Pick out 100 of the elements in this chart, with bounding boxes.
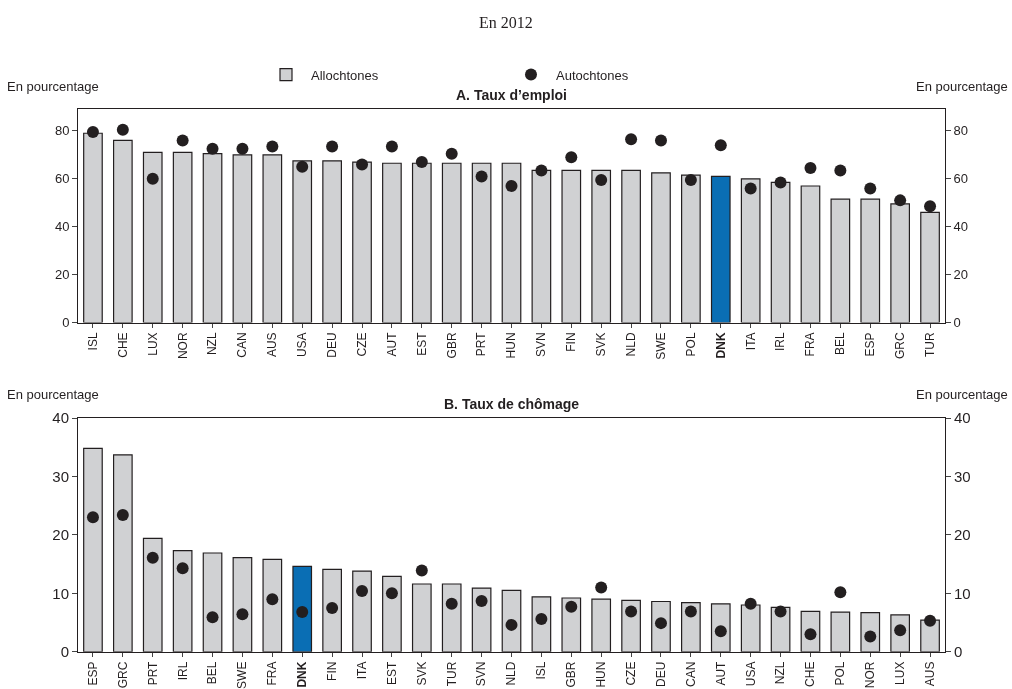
point [714, 139, 727, 152]
x-tick-label: TUR [922, 332, 937, 358]
x-tick-label: SVK [594, 332, 609, 357]
y2-tick-label: 0 [953, 315, 961, 331]
x-tick-label: FRA [265, 661, 280, 686]
y-tick-label: 20 [54, 267, 70, 283]
point [834, 164, 847, 177]
y2-tick-label: 80 [953, 123, 969, 139]
y2-tick-label: 10 [954, 584, 971, 602]
x-tick-label: NLD [504, 661, 519, 686]
y2-tick-label: 30 [954, 467, 971, 485]
x-tick-label: IRL [773, 332, 788, 352]
point [176, 562, 189, 575]
y-tick-label: 80 [54, 123, 70, 139]
x-tick-label: CHE [115, 332, 130, 358]
y2-axis-title: En pourcentage [916, 387, 1008, 402]
x-tick-label: ESP [863, 332, 878, 357]
point [146, 551, 159, 564]
point [834, 586, 847, 599]
x-tick-label: EST [384, 660, 399, 685]
point [924, 614, 937, 627]
x-tick-label: DEU [653, 661, 668, 687]
y2-tick-label: 40 [954, 409, 971, 427]
point [924, 200, 937, 213]
point [266, 140, 279, 153]
x-tick-label: AUT [713, 660, 728, 686]
x-tick-label: TUR [444, 661, 459, 687]
x-tick-label: FIN [325, 661, 340, 681]
x-tick-label: POL [833, 661, 848, 686]
point [565, 600, 578, 613]
chart-subtitle: En 2012 [479, 14, 533, 31]
point [505, 618, 518, 631]
x-tick-label: FIN [564, 332, 579, 352]
point [565, 151, 578, 164]
point [774, 605, 787, 618]
x-tick-label: ITA [354, 661, 369, 680]
point [445, 147, 458, 160]
x-tick-label: CHE [803, 661, 818, 687]
point [385, 140, 398, 153]
y-tick-label: 40 [52, 409, 69, 427]
point [684, 605, 697, 618]
y2-tick-label: 0 [954, 643, 963, 661]
x-tick-label: PRT [145, 660, 160, 686]
y-axis-title: En pourcentage [7, 387, 99, 402]
point [415, 564, 428, 577]
x-tick-label: ITA [743, 332, 758, 351]
chart-title: B. Taux de chômage [444, 396, 580, 412]
x-tick-label: USA [743, 661, 758, 687]
y2-axis-title: En pourcentage [916, 79, 1008, 94]
y-tick-label: 0 [60, 643, 69, 661]
x-tick-label: NLD [623, 332, 638, 357]
chart-title: A. Taux d’emploi [456, 87, 567, 103]
y-tick-label: 20 [52, 526, 69, 544]
point [625, 605, 638, 618]
x-tick-label: DEU [325, 332, 340, 358]
x-tick-label: BEL [205, 661, 220, 685]
y-axis-title: En pourcentage [7, 79, 99, 94]
x-tick-label: SVN [474, 661, 489, 687]
y2-tick-label: 20 [953, 267, 969, 283]
x-tick-label: CZE [354, 332, 369, 357]
point [535, 164, 548, 177]
point [744, 597, 757, 610]
x-tick-label: DNK [713, 332, 728, 359]
point [475, 170, 488, 183]
y-tick-label: 60 [54, 171, 70, 187]
x-tick-label: GRC [115, 661, 130, 689]
x-tick-label: LUX [145, 332, 160, 356]
point [206, 611, 219, 624]
x-tick-label: NOR [863, 661, 878, 689]
y2-tick-label: 40 [953, 219, 969, 235]
point [535, 613, 548, 626]
point [356, 584, 369, 597]
x-tick-label: DNK [295, 661, 310, 688]
legend-label: Allochtones [311, 67, 379, 83]
x-tick-label: EST [414, 331, 429, 356]
point [595, 174, 608, 186]
x-tick-label: BEL [833, 332, 848, 356]
point [296, 160, 309, 173]
point [116, 123, 129, 136]
point [86, 511, 99, 524]
x-tick-label: CZE [623, 661, 638, 686]
point [266, 593, 279, 606]
x-tick-label: SVK [414, 661, 429, 686]
point [804, 162, 817, 175]
x-tick-label: IRL [175, 661, 190, 681]
y2-tick-label: 60 [953, 171, 969, 187]
point [684, 174, 697, 186]
point [744, 182, 757, 195]
x-tick-label: HUN [594, 661, 609, 688]
point [774, 176, 787, 189]
x-tick-label: PRT [474, 331, 489, 357]
x-tick-label: GBR [444, 332, 459, 359]
point [894, 194, 907, 207]
y-tick-label: 10 [52, 584, 69, 602]
point [236, 608, 249, 621]
x-tick-label: AUS [265, 332, 280, 358]
point [505, 179, 518, 192]
point [475, 594, 488, 607]
x-tick-label: CAN [683, 661, 698, 687]
x-tick-label: GRC [893, 332, 908, 360]
